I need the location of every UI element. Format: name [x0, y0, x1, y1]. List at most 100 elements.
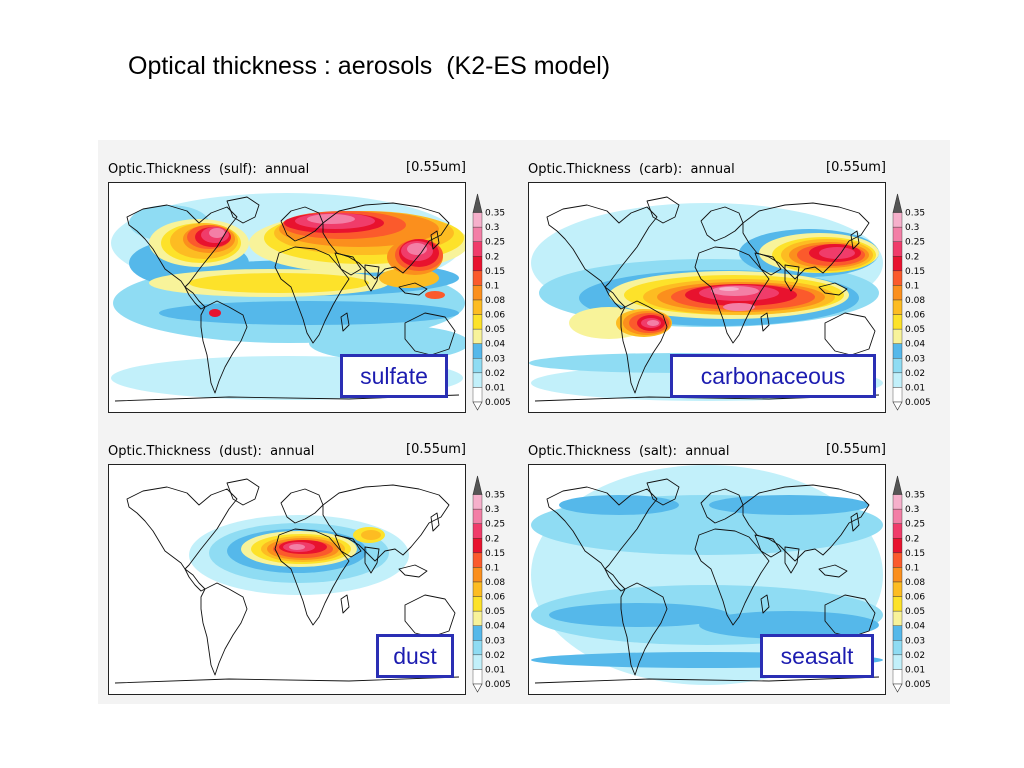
contour-region	[361, 530, 381, 540]
coastline	[604, 286, 626, 310]
coastline	[274, 528, 350, 626]
colorbar-swatch	[472, 299, 483, 315]
panel-carbonaceous: Optic.Thickness (carb): annual [0.55um] …	[522, 148, 931, 416]
panel-seasalt: Optic.Thickness (salt): annual [0.55um] …	[522, 430, 931, 698]
colorbar-tick-label: 0.01	[485, 383, 505, 393]
contour-region	[159, 301, 459, 325]
colorbar-swatch	[472, 567, 483, 583]
contour-region	[647, 320, 659, 326]
colorbar-tick-label: 0.005	[485, 398, 511, 408]
colorbar-tick-label: 0.15	[485, 549, 505, 559]
coastline	[620, 300, 668, 394]
colorbar-tick-label: 0.3	[485, 223, 499, 233]
colorbar-tick-label: 0.04	[905, 340, 925, 350]
colorbar-swatch	[472, 508, 483, 524]
colorbar: 0.35 0.3 0.25 0.2 0.15 0.1 0.08 0.06 0.05 0.04 0.0…	[472, 475, 511, 693]
coastline	[280, 206, 324, 242]
colorbar-tick-label: 0.2	[905, 252, 919, 262]
coastline	[184, 286, 206, 310]
colorbar-swatch	[472, 596, 483, 612]
colorbar-top-triangle	[892, 193, 903, 213]
colorbar-tick-label: 0.15	[485, 267, 505, 277]
coastline	[430, 230, 440, 250]
coastline	[126, 486, 238, 570]
coastline	[700, 488, 744, 524]
colorbar-swatch	[892, 552, 903, 568]
colorbar-tick-label: 0.35	[905, 491, 925, 501]
panel-title: Optic.Thickness (dust): annual	[108, 444, 315, 459]
colorbar-tick-label: 0.2	[485, 534, 499, 544]
colorbar-tick-label: 0.3	[905, 223, 919, 233]
colorbar-tick-label: 0.02	[905, 369, 925, 379]
coastline	[818, 564, 848, 578]
slide-title: Optical thickness : aerosols (K2-ES mode…	[128, 52, 611, 80]
coastline	[126, 204, 238, 288]
coastline	[200, 582, 248, 676]
seasalt-tag: seasalt	[760, 634, 874, 678]
coastline	[226, 196, 260, 224]
colorbar-swatch	[892, 212, 903, 228]
colorbar-tick-label: 0.25	[905, 520, 925, 530]
colorbar-tick-label: 0.35	[485, 491, 505, 501]
colorbar-swatch	[472, 581, 483, 597]
coastline	[784, 264, 800, 292]
coastlines	[114, 478, 460, 684]
colorbar-swatch	[892, 256, 903, 272]
contour-region	[723, 303, 755, 311]
coastline	[546, 204, 658, 288]
coastline	[534, 676, 880, 684]
colorbar-swatch	[892, 523, 903, 539]
coastline	[398, 282, 428, 296]
colorbar-tick-label: 0.04	[485, 340, 505, 350]
colorbar-swatch	[472, 387, 483, 403]
colorbar-swatch	[892, 596, 903, 612]
colorbar-tick-label: 0.03	[485, 636, 505, 646]
colorbar-swatch	[892, 299, 903, 315]
coastline	[364, 546, 380, 574]
colorbar-swatch	[472, 328, 483, 344]
coastline	[754, 252, 782, 276]
colorbar-tick-label: 0.25	[485, 238, 505, 248]
colorbar-tick-label: 0.1	[905, 281, 919, 291]
colorbar-tick-label: 0.03	[485, 354, 505, 364]
colorbar-tick-label: 0.08	[485, 578, 505, 588]
colorbar-tick-label: 0.35	[905, 209, 925, 219]
colorbar-swatch	[472, 256, 483, 272]
colorbar-tick-label: 0.01	[905, 383, 925, 393]
coastline	[824, 312, 876, 356]
colorbar-swatch	[892, 343, 903, 359]
colorbar-bottom-triangle	[472, 401, 483, 411]
colorbar-swatch	[892, 669, 903, 685]
contour-region	[309, 325, 465, 361]
coastline	[694, 246, 770, 344]
contour-region	[209, 228, 225, 238]
coastline	[850, 512, 860, 532]
colorbar-swatch	[472, 552, 483, 568]
colorbar-tick-label: 0.05	[905, 325, 925, 335]
colorbar-swatch	[892, 270, 903, 286]
colorbar-tick-label: 0.06	[905, 311, 925, 321]
coastline	[340, 312, 350, 332]
colorbar-tick-label: 0.04	[485, 622, 505, 632]
contour-region	[819, 247, 855, 259]
colorbar-top-triangle	[892, 475, 903, 495]
colorbar-swatch	[472, 226, 483, 242]
panel-title: Optic.Thickness (salt): annual	[528, 444, 730, 459]
colorbar-swatch	[472, 669, 483, 685]
panel-unit: [0.55um]	[406, 442, 466, 457]
colorbar: 0.35 0.3 0.25 0.2 0.15 0.1 0.08 0.06 0.05 0.04 0.0…	[892, 193, 931, 411]
colorbar-tick-label: 0.005	[485, 680, 511, 690]
coastline	[754, 534, 782, 558]
colorbar-swatch	[892, 581, 903, 597]
coastline	[620, 582, 668, 676]
colorbar-tick-label: 0.005	[905, 680, 931, 690]
colorbar-swatch	[892, 508, 903, 524]
contour-region	[209, 309, 221, 317]
colorbar-bottom-triangle	[892, 683, 903, 693]
coastline	[398, 564, 428, 578]
colorbar-top-triangle	[472, 193, 483, 213]
coastline	[760, 312, 770, 332]
panel-unit: [0.55um]	[406, 160, 466, 175]
colorbar-swatch	[472, 654, 483, 670]
colorbar-tick-label: 0.35	[485, 209, 505, 219]
